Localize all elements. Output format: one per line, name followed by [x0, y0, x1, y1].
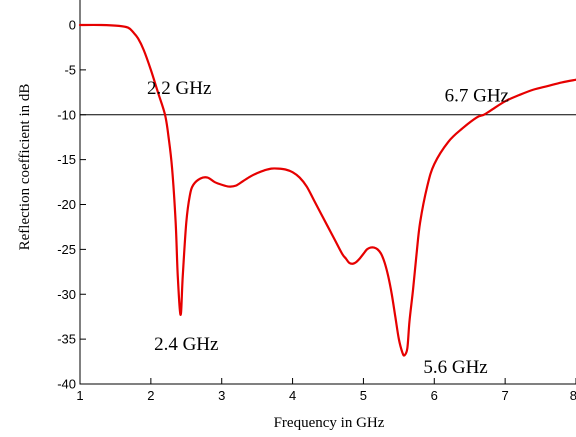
y-tick-label: -30	[57, 287, 76, 302]
x-axis-label: Frequency in GHz	[274, 415, 385, 431]
x-tick-label: 3	[218, 388, 225, 403]
reflection-coefficient-curve	[78, 23, 576, 357]
x-tick-label: 7	[502, 388, 509, 403]
y-tick-label: 0	[69, 18, 76, 33]
y-axis-label: Reflection coefficient in dB	[17, 84, 33, 251]
frequency-annotation: 2.2 GHz	[147, 78, 211, 99]
y-tick-label: -15	[57, 152, 76, 167]
frequency-annotations: 2.2 GHz 6.7 GHz 2.4 GHz 5.6 GHz	[147, 78, 509, 378]
y-tick-label: -5	[64, 62, 76, 77]
plot-frame	[79, 0, 576, 385]
y-tick-label: -25	[57, 242, 76, 257]
frequency-annotation: 5.6 GHz	[423, 357, 487, 378]
y-axis-ticks: 0 -5 -10 -15 -20 -25 -30 -35 -40	[57, 18, 86, 392]
x-tick-label: 5	[360, 388, 367, 403]
x-tick-label: 6	[431, 388, 438, 403]
y-tick-label: -40	[57, 377, 76, 392]
x-axis-ticks: 1 2 3 4 5 6 7 8	[76, 378, 576, 403]
x-tick-label: 1	[76, 388, 83, 403]
y-tick-label: -35	[57, 332, 76, 347]
frequency-annotation: 2.4 GHz	[154, 334, 218, 355]
x-tick-label: 4	[289, 388, 296, 403]
frequency-annotation: 6.7 GHz	[445, 85, 509, 106]
x-tick-label: 2	[147, 388, 154, 403]
y-tick-label: -20	[57, 197, 76, 212]
y-tick-label: -10	[57, 107, 76, 122]
x-tick-label: 8	[570, 388, 576, 403]
